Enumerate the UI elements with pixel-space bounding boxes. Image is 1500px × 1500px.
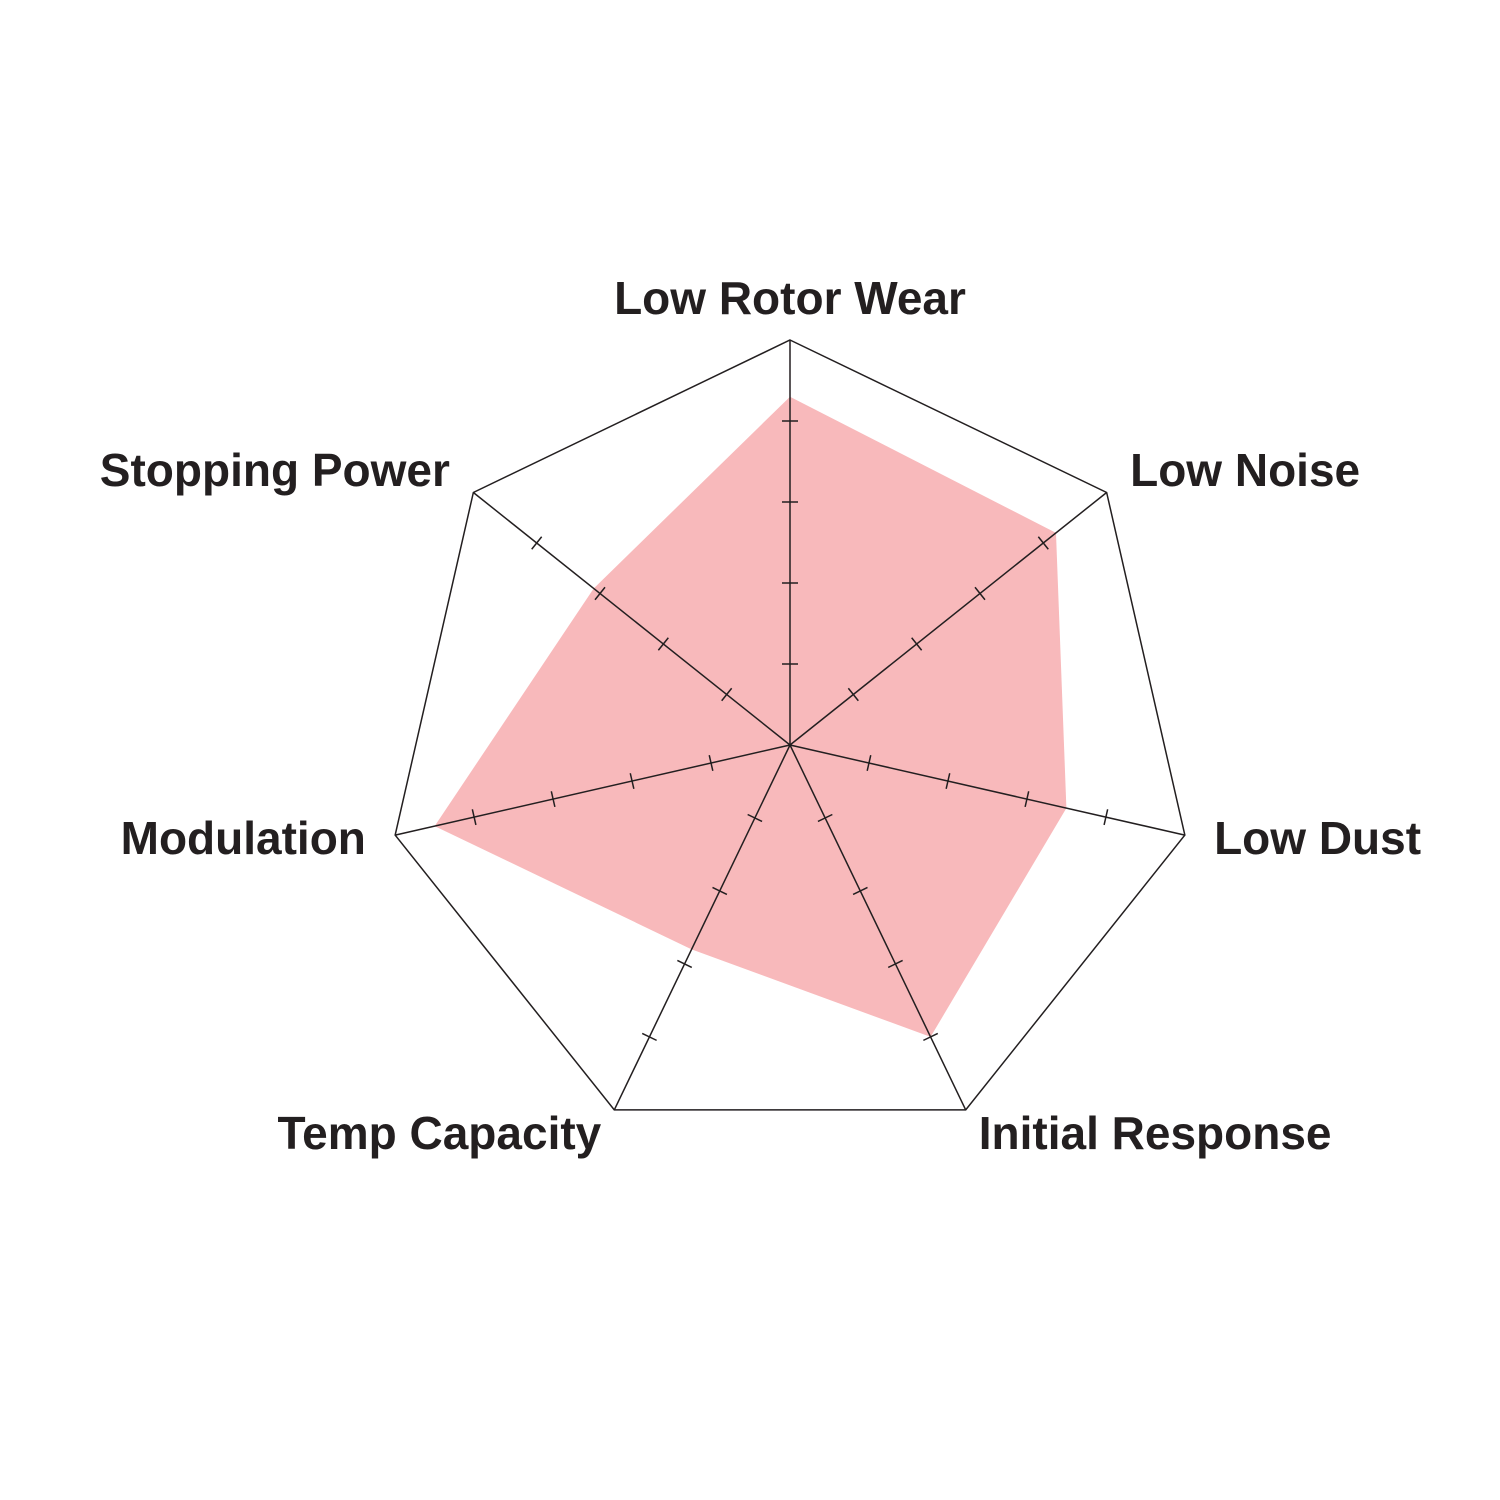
- tick-mark: [747, 813, 763, 823]
- tick-mark: [1024, 791, 1030, 808]
- tick-mark: [471, 809, 477, 826]
- tick-mark: [847, 687, 859, 702]
- axis-line: [394, 744, 791, 836]
- tick-mark: [641, 1032, 657, 1042]
- axis-label: Low Rotor Wear: [614, 272, 966, 324]
- tick-mark: [852, 886, 868, 896]
- tick-mark: [817, 813, 833, 823]
- tick-mark: [923, 1032, 939, 1042]
- radar-frame: [394, 339, 1186, 1111]
- axis-line: [613, 744, 791, 1111]
- tick-mark: [531, 536, 543, 550]
- data-area: [434, 396, 1067, 1037]
- axis-label: Low Dust: [1214, 812, 1421, 864]
- tick-mark: [594, 586, 606, 601]
- axis-line: [472, 491, 791, 746]
- axis-line: [789, 491, 1108, 746]
- tick-mark: [721, 687, 733, 702]
- tick-mark: [1037, 536, 1049, 550]
- tick-mark: [1103, 809, 1109, 826]
- tick-mark: [974, 586, 986, 601]
- tick-mark: [866, 755, 872, 771]
- axis-label: Initial Response: [979, 1107, 1332, 1159]
- tick-mark: [657, 637, 669, 651]
- axis-line: [789, 744, 1186, 836]
- tick-mark: [911, 637, 923, 651]
- axis-line: [789, 744, 967, 1111]
- tick-mark: [887, 959, 903, 969]
- tick-mark: [550, 791, 556, 808]
- axis-label: Modulation: [121, 812, 366, 864]
- axis-label: Low Noise: [1130, 444, 1360, 496]
- tick-mark: [712, 886, 728, 896]
- tick-mark: [677, 959, 693, 969]
- axis-label: Stopping Power: [100, 444, 450, 496]
- axis-label: Temp Capacity: [277, 1107, 601, 1159]
- tick-mark: [629, 773, 635, 790]
- tick-mark: [708, 755, 714, 771]
- tick-mark: [945, 773, 951, 790]
